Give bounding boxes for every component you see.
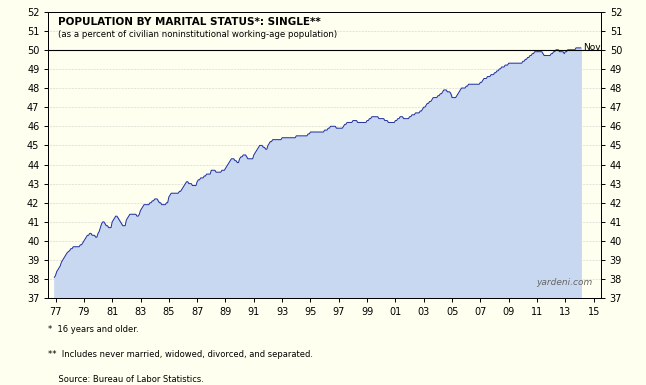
Text: Source: Bureau of Labor Statistics.: Source: Bureau of Labor Statistics. <box>48 375 204 384</box>
Text: yardeni.com: yardeni.com <box>536 278 592 287</box>
Text: POPULATION BY MARITAL STATUS*: SINGLE**: POPULATION BY MARITAL STATUS*: SINGLE** <box>58 17 321 27</box>
Text: Nov: Nov <box>583 44 601 52</box>
Text: (as a percent of civilian noninstitutional working-age population): (as a percent of civilian noninstitution… <box>58 30 337 39</box>
Text: **  Includes never married, widowed, divorced, and separated.: ** Includes never married, widowed, divo… <box>48 350 313 359</box>
Text: *  16 years and older.: * 16 years and older. <box>48 325 139 334</box>
